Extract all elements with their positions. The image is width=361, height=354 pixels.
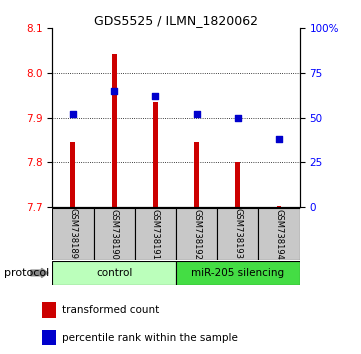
- Bar: [42, 330, 56, 346]
- Point: [276, 136, 282, 142]
- Title: GDS5525 / ILMN_1820062: GDS5525 / ILMN_1820062: [94, 14, 258, 27]
- Bar: [70, 142, 75, 207]
- Point: [111, 88, 117, 94]
- FancyBboxPatch shape: [217, 208, 258, 260]
- Bar: [42, 302, 56, 318]
- Point: [70, 111, 76, 117]
- FancyBboxPatch shape: [135, 208, 176, 260]
- Text: protocol: protocol: [4, 268, 49, 278]
- Point: [235, 115, 241, 121]
- Text: GSM738191: GSM738191: [151, 209, 160, 259]
- FancyBboxPatch shape: [258, 208, 300, 260]
- Bar: [194, 142, 199, 207]
- FancyBboxPatch shape: [176, 261, 300, 285]
- Text: GSM738192: GSM738192: [192, 209, 201, 259]
- Text: percentile rank within the sample: percentile rank within the sample: [62, 332, 238, 343]
- Text: GSM738189: GSM738189: [69, 209, 78, 259]
- Text: miR-205 silencing: miR-205 silencing: [191, 268, 284, 278]
- Text: GSM738193: GSM738193: [233, 209, 242, 259]
- Point: [152, 93, 158, 99]
- Point: [194, 111, 200, 117]
- FancyBboxPatch shape: [52, 208, 93, 260]
- Bar: [235, 162, 240, 207]
- FancyBboxPatch shape: [93, 208, 135, 260]
- Bar: [277, 206, 282, 207]
- Text: GSM738194: GSM738194: [274, 209, 283, 259]
- FancyBboxPatch shape: [176, 208, 217, 260]
- FancyBboxPatch shape: [52, 261, 176, 285]
- Bar: [153, 102, 158, 207]
- Text: control: control: [96, 268, 132, 278]
- Bar: [112, 54, 117, 207]
- Text: GSM738190: GSM738190: [110, 209, 119, 259]
- Text: transformed count: transformed count: [62, 305, 160, 315]
